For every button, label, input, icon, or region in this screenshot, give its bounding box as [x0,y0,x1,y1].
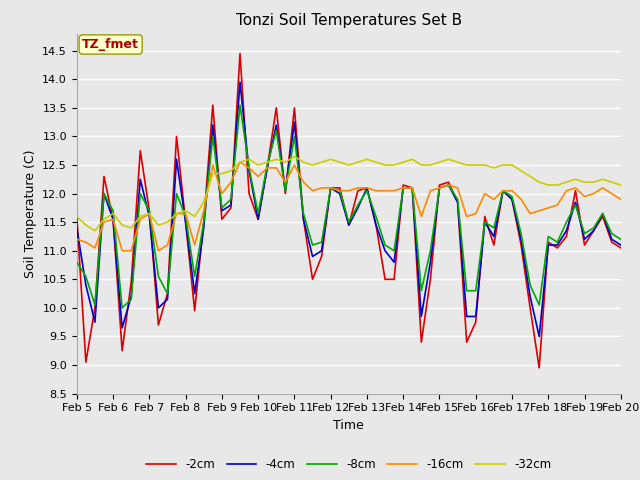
-8cm [191,274,198,279]
-8cm [236,102,244,108]
-16cm [236,159,244,165]
Y-axis label: Soil Temperature (C): Soil Temperature (C) [24,149,36,278]
-16cm [73,237,81,242]
-32cm [617,182,625,188]
-8cm [417,288,425,294]
-2cm [73,214,81,219]
-16cm [191,242,198,248]
-32cm [417,162,425,168]
-4cm [535,334,543,339]
Title: Tonzi Soil Temperatures Set B: Tonzi Soil Temperatures Set B [236,13,462,28]
-16cm [617,196,625,202]
-8cm [563,219,570,225]
-16cm [417,214,425,219]
-16cm [282,180,289,185]
-16cm [381,188,389,193]
-2cm [273,105,280,111]
-32cm [191,214,198,219]
Line: -16cm: -16cm [77,162,621,251]
-16cm [118,248,126,253]
-32cm [209,171,216,177]
-16cm [209,162,216,168]
-2cm [408,185,416,191]
X-axis label: Time: Time [333,419,364,432]
-32cm [291,154,298,159]
-32cm [91,228,99,234]
-2cm [563,234,570,240]
-4cm [236,79,244,85]
-4cm [563,228,570,234]
-16cm [563,188,570,193]
-2cm [236,51,244,57]
-4cm [372,222,380,228]
-32cm [73,214,81,219]
-8cm [209,133,216,139]
-4cm [617,242,625,248]
-8cm [381,242,389,248]
-4cm [273,122,280,128]
Line: -32cm: -32cm [77,156,621,231]
-4cm [200,225,207,231]
-32cm [381,162,389,168]
-8cm [118,305,126,311]
-4cm [182,219,189,225]
-2cm [535,365,543,371]
-4cm [73,225,81,231]
-8cm [282,188,289,193]
Text: TZ_fmet: TZ_fmet [82,38,139,51]
-8cm [617,237,625,242]
Line: -8cm: -8cm [77,105,621,308]
Line: -2cm: -2cm [77,54,621,368]
-2cm [617,245,625,251]
-32cm [273,156,280,162]
-2cm [182,219,189,225]
-2cm [200,219,207,225]
-4cm [408,185,416,191]
-2cm [372,222,380,228]
-8cm [73,259,81,265]
-32cm [563,180,570,185]
Line: -4cm: -4cm [77,82,621,336]
Legend: -2cm, -4cm, -8cm, -16cm, -32cm: -2cm, -4cm, -8cm, -16cm, -32cm [141,454,556,476]
